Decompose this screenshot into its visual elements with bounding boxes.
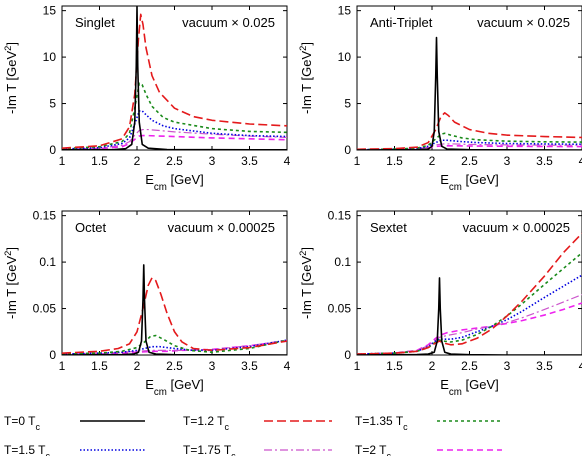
series-group (357, 36, 582, 150)
x-tick-label: 2.5 (461, 359, 478, 373)
series-group (62, 264, 287, 355)
x-tick-label: 4 (284, 154, 291, 168)
y-tick-label: 10 (338, 50, 352, 64)
x-tick-label: 2 (429, 359, 436, 373)
panel-anti-triplet: 1 1.5 2 2.5 3 3.5 4 0 5 10 15 Ecm [GeV] -Im T [GeV2]… (298, 4, 582, 193)
legend-label: T=0 Tc (4, 414, 40, 432)
x-tick-label: 2 (134, 154, 141, 168)
y-tick-label: 5 (49, 97, 56, 111)
x-tick-label: 3.5 (241, 154, 258, 168)
y-tick-label: 5 (344, 97, 351, 111)
series-line-t-1.35-t-c (62, 334, 287, 355)
x-tick-label: 1 (59, 154, 66, 168)
y-tick-label: 0.05 (328, 302, 352, 316)
y-tick-label: 0.1 (39, 255, 56, 269)
x-tick-label: 2 (134, 359, 141, 373)
x-tick-label: 1 (354, 154, 361, 168)
x-axis-label: Ecm [GeV] (440, 172, 499, 193)
x-tick-label: 3.5 (241, 359, 258, 373)
panel-title: Octet (75, 220, 106, 235)
x-tick-label: 1.5 (386, 359, 403, 373)
panel-title: Sextet (370, 220, 407, 235)
legend-label: T=1.75 Tc (183, 443, 236, 456)
legend-label: T=1.35 Tc (355, 414, 408, 432)
series-line-t-1.2-t-c (357, 232, 582, 355)
legend-label: T=2 Tc (355, 443, 391, 456)
x-tick-label: 1.5 (91, 359, 108, 373)
legend: T=0 Tc T=1.2 Tc T=1.35 Tc T=1.5 Tc T=1.75 Tc… (4, 414, 502, 456)
panel-title: Anti-Triplet (370, 15, 433, 30)
panel-singlet: 1 1.5 2 2.5 3 3.5 4 0 5 10 15 Ecm [GeV] -Im T [GeV2]… (3, 4, 291, 193)
series-line-t-1.5-t-c (62, 110, 287, 150)
series-line-t-0-t-c (357, 36, 582, 150)
series-line-t-1.35-t-c (357, 252, 582, 355)
y-axis-label: -Im T [GeV2] (298, 42, 314, 114)
series-group (62, 6, 287, 150)
y-tick-label: 0.15 (328, 209, 352, 223)
x-tick-label: 2.5 (166, 359, 183, 373)
series-line-t-0-t-c (62, 6, 287, 150)
x-axis-label: Ecm [GeV] (145, 377, 204, 398)
series-line-t-1.35-t-c (62, 82, 287, 150)
series-line-t-0-t-c (62, 264, 287, 355)
series-line-t-1.2-t-c (357, 112, 582, 150)
x-tick-label: 1 (59, 359, 66, 373)
panel-title: Singlet (75, 15, 115, 30)
series-group (357, 232, 582, 355)
y-tick-label: 10 (43, 50, 57, 64)
series-line-t-1.2-t-c (62, 13, 287, 149)
panel-sextet: 1 1.5 2 2.5 3 3.5 4 0 0.05 0.1 0.15 Ecm [GeV] -Im T … (298, 209, 582, 398)
scale-annotation: vacuum × 0.00025 (168, 220, 275, 235)
x-tick-label: 4 (284, 359, 291, 373)
legend-label: T=1.2 Tc (183, 414, 229, 432)
y-tick-label: 0.1 (334, 255, 351, 269)
x-tick-label: 4 (579, 154, 582, 168)
scale-annotation: vacuum × 0.00025 (463, 220, 570, 235)
x-axis-label: Ecm [GeV] (145, 172, 204, 193)
y-tick-label: 0 (49, 348, 56, 362)
series-line-t-1.75-t-c (357, 294, 582, 355)
y-axis-label: -Im T [GeV2] (3, 247, 19, 319)
series-line-t-1.2-t-c (62, 277, 287, 354)
x-tick-label: 1.5 (386, 154, 403, 168)
x-tick-label: 3.5 (536, 359, 553, 373)
x-tick-label: 1.5 (91, 154, 108, 168)
x-tick-label: 3 (209, 154, 216, 168)
x-tick-label: 3.5 (536, 154, 553, 168)
x-tick-label: 2.5 (461, 154, 478, 168)
y-axis-label: -Im T [GeV2] (298, 247, 314, 319)
x-tick-label: 4 (579, 359, 582, 373)
series-line-t-2-t-c (357, 302, 582, 355)
y-tick-label: 15 (43, 4, 57, 18)
scale-annotation: vacuum × 0.025 (477, 15, 570, 30)
y-tick-label: 15 (338, 4, 352, 18)
y-axis-label: -Im T [GeV2] (3, 42, 19, 114)
y-tick-label: 0 (344, 143, 351, 157)
x-tick-label: 3 (209, 359, 216, 373)
x-tick-label: 3 (504, 154, 511, 168)
y-tick-label: 0 (49, 143, 56, 157)
panel-octet: 1 1.5 2 2.5 3 3.5 4 0 0.05 0.1 0.15 Ecm [GeV] -Im T … (3, 209, 291, 398)
legend-label: T=1.5 Tc (4, 443, 50, 456)
x-axis-label: Ecm [GeV] (440, 377, 499, 398)
series-line-t-1.75-t-c (62, 128, 287, 150)
series-line-t-2-t-c (62, 134, 287, 150)
x-tick-label: 1 (354, 359, 361, 373)
y-tick-label: 0.15 (33, 209, 57, 223)
y-tick-label: 0 (344, 348, 351, 362)
series-line-t-1.5-t-c (357, 274, 582, 355)
x-tick-label: 2.5 (166, 154, 183, 168)
x-tick-label: 3 (504, 359, 511, 373)
x-tick-label: 2 (429, 154, 436, 168)
series-line-t-0-t-c (357, 277, 582, 355)
scale-annotation: vacuum × 0.025 (182, 15, 275, 30)
y-tick-label: 0.05 (33, 302, 57, 316)
series-line-t-1.35-t-c (357, 132, 582, 150)
